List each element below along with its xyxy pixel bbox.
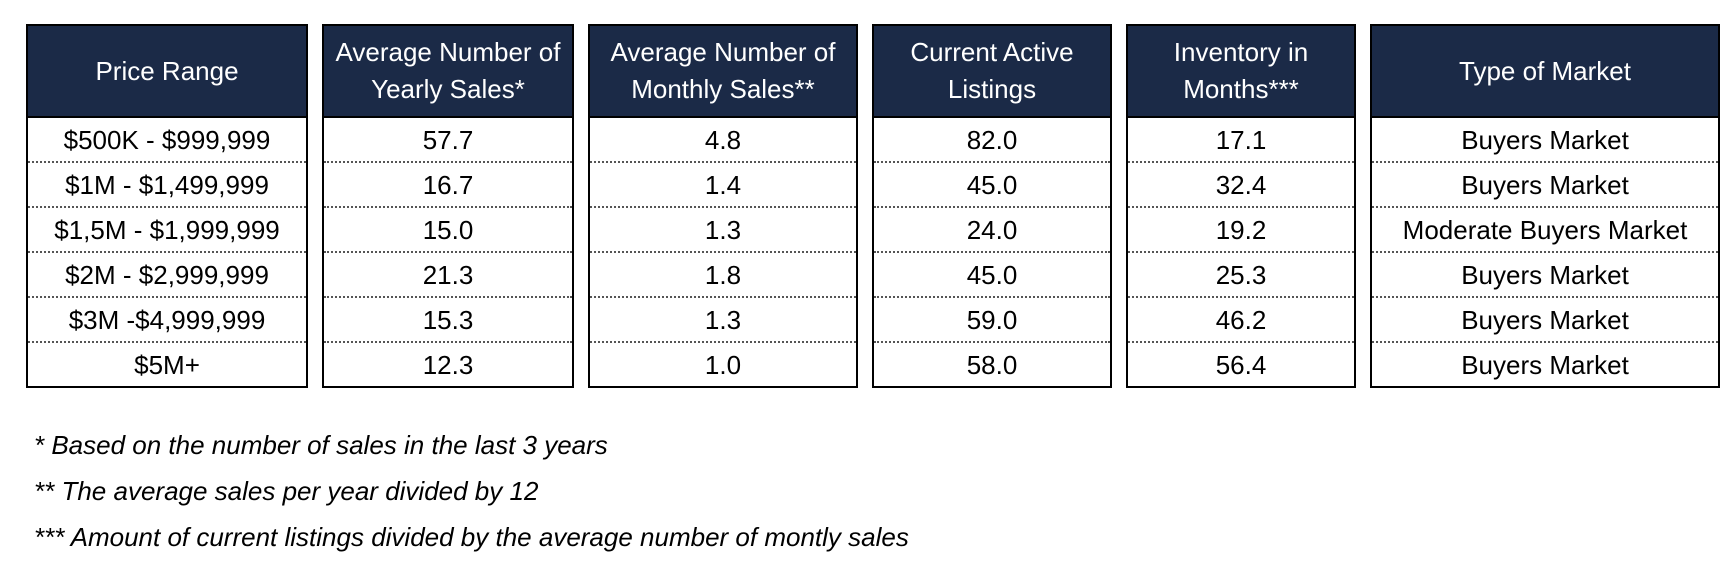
column-header: Type of Market bbox=[1372, 26, 1718, 118]
yearly-sales-column: Average Number of Yearly Sales* 57.7 16.… bbox=[322, 24, 574, 388]
table-cell: $5M+ bbox=[134, 350, 200, 380]
table-cell: Buyers Market bbox=[1372, 298, 1718, 343]
table-cell: 1.3 bbox=[590, 208, 856, 253]
active-listings-column: Current Active Listings 82.0 45.0 24.0 4… bbox=[872, 24, 1112, 388]
table-cell: 58.0 bbox=[966, 350, 1018, 380]
footnote: * Based on the number of sales in the la… bbox=[34, 430, 608, 460]
table-cell: 25.3 bbox=[1128, 253, 1354, 298]
column-header: Average Number of Monthly Sales** bbox=[590, 26, 856, 118]
table-cell: 24.0 bbox=[874, 208, 1110, 253]
table-cell: $1M - $1,499,999 bbox=[28, 163, 306, 208]
table-cell: 57.7 bbox=[324, 118, 572, 163]
table-cell: 32.4 bbox=[1128, 163, 1354, 208]
table-cell: Moderate Buyers Market bbox=[1372, 208, 1718, 253]
table-cell: 1.3 bbox=[590, 298, 856, 343]
table-cell: 21.3 bbox=[324, 253, 572, 298]
price-range-column: Price Range $500K - $999,999 $1M - $1,49… bbox=[26, 24, 308, 388]
market-type-column: Type of Market Buyers Market Buyers Mark… bbox=[1370, 24, 1720, 388]
table-cell: 16.7 bbox=[324, 163, 572, 208]
monthly-sales-column: Average Number of Monthly Sales** 4.8 1.… bbox=[588, 24, 858, 388]
table-cell: 56.4 bbox=[1215, 350, 1267, 380]
table-cell: 82.0 bbox=[874, 118, 1110, 163]
table-cell: 45.0 bbox=[874, 163, 1110, 208]
table-cell: $2M - $2,999,999 bbox=[28, 253, 306, 298]
footnotes: * Based on the number of sales in the la… bbox=[34, 422, 909, 560]
column-header: Average Number of Yearly Sales* bbox=[324, 26, 572, 118]
table-cell: Buyers Market bbox=[1372, 163, 1718, 208]
table-cell: 45.0 bbox=[874, 253, 1110, 298]
table-cell: 12.3 bbox=[422, 350, 474, 380]
table-cell: 15.0 bbox=[324, 208, 572, 253]
table-cell: 4.8 bbox=[590, 118, 856, 163]
table-cell: $3M -$4,999,999 bbox=[28, 298, 306, 343]
table-cell: 59.0 bbox=[874, 298, 1110, 343]
column-header: Price Range bbox=[28, 26, 306, 118]
column-header: Current Active Listings bbox=[874, 26, 1110, 118]
table-cell: $500K - $999,999 bbox=[28, 118, 306, 163]
table-cell: Buyers Market bbox=[1372, 253, 1718, 298]
table-cell: $1,5M - $1,999,999 bbox=[28, 208, 306, 253]
footnote: ** The average sales per year divided by… bbox=[34, 476, 539, 506]
table-cell: 17.1 bbox=[1128, 118, 1354, 163]
table-cell: 1.0 bbox=[704, 350, 742, 380]
table-cell: 1.4 bbox=[590, 163, 856, 208]
inventory-months-column: Inventory in Months*** 17.1 32.4 19.2 25… bbox=[1126, 24, 1356, 388]
table-cell: Buyers Market bbox=[1372, 118, 1718, 163]
footnote: *** Amount of current listings divided b… bbox=[34, 522, 909, 552]
column-header: Inventory in Months*** bbox=[1128, 26, 1354, 118]
table-cell: 1.8 bbox=[590, 253, 856, 298]
table-cell: 15.3 bbox=[324, 298, 572, 343]
table-cell: 46.2 bbox=[1128, 298, 1354, 343]
table-cell: 19.2 bbox=[1128, 208, 1354, 253]
table-cell: Buyers Market bbox=[1461, 350, 1629, 380]
